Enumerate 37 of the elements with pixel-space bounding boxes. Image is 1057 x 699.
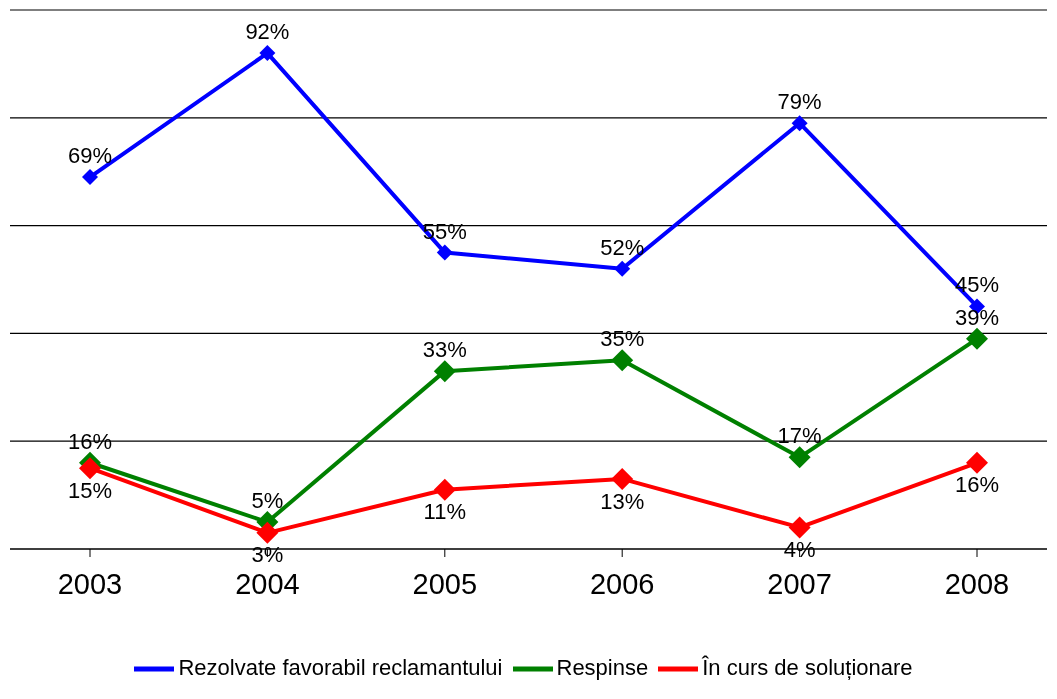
data-label: 39% xyxy=(954,304,1000,330)
point xyxy=(259,45,276,62)
x-tick-label: 2007 xyxy=(767,567,832,600)
data-label: 69% xyxy=(67,143,113,169)
data-label: 11% xyxy=(423,499,466,525)
point xyxy=(433,360,456,383)
x-tick-label: 2005 xyxy=(412,567,478,600)
x-tick-label: 2006 xyxy=(589,567,655,600)
data-label: 15% xyxy=(67,477,113,503)
point xyxy=(611,349,634,372)
x-tick-label: 2004 xyxy=(235,567,300,600)
data-label: 92% xyxy=(245,19,290,45)
data-label: 16% xyxy=(954,472,1000,498)
point xyxy=(966,327,988,350)
point xyxy=(436,244,453,261)
point xyxy=(788,516,811,539)
point xyxy=(79,457,101,480)
legend-label: Rezolvate favorabil reclamantului xyxy=(178,654,503,680)
data-label: 33% xyxy=(422,337,467,363)
data-label: 5% xyxy=(251,488,284,514)
data-label: 52% xyxy=(600,234,645,260)
data-label: 13% xyxy=(600,488,645,514)
point xyxy=(966,451,988,474)
data-label: 3% xyxy=(251,542,284,568)
point xyxy=(614,260,631,277)
x-tick-label: 2008 xyxy=(944,567,1010,600)
point xyxy=(82,169,98,186)
point xyxy=(433,478,456,501)
data-label: 79% xyxy=(777,89,822,115)
point xyxy=(788,446,811,469)
legend-label: Respinse xyxy=(556,654,649,680)
x-tick-label: 2003 xyxy=(57,567,123,600)
data-label: 35% xyxy=(600,326,645,352)
point xyxy=(256,521,279,544)
point xyxy=(791,115,808,132)
point xyxy=(611,467,634,490)
legend-label: În curs de soluționare xyxy=(702,654,913,680)
